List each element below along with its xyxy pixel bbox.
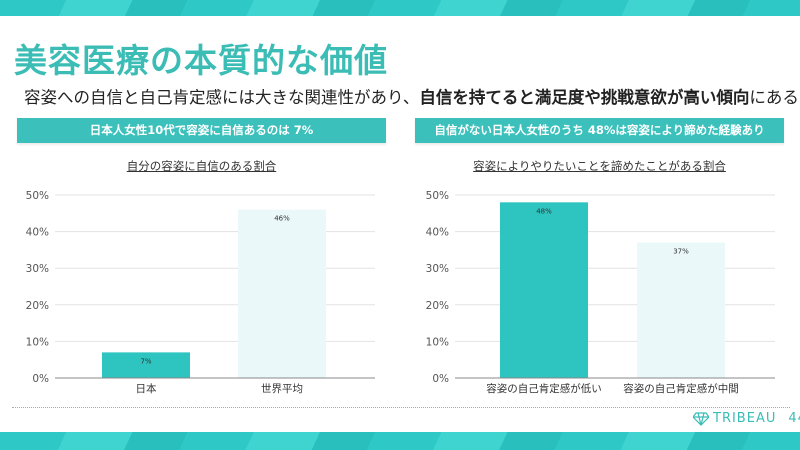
- page-title: 美容医療の本質的な価値: [14, 41, 388, 80]
- data-label: 48%: [536, 207, 552, 215]
- right-header: 自信がない日本人女性のうち 48%は容姿により諦めた経験あり: [415, 118, 784, 143]
- y-tick-label: 20%: [26, 300, 49, 312]
- subtitle-emphasis: 自信を持てると満足度や挑戦意欲が高い傾向: [419, 88, 750, 107]
- y-tick-label: 30%: [26, 263, 49, 275]
- subtitle-text-end: にある: [749, 88, 799, 107]
- x-tick-label: 容姿の自己肯定感が低い: [486, 382, 602, 395]
- y-tick-label: 10%: [426, 336, 449, 348]
- y-tick-label: 50%: [426, 190, 449, 202]
- right-chart-title: 容姿によりやりたいことを諦めたことがある割合: [473, 159, 726, 173]
- y-tick-label: 0%: [32, 373, 49, 385]
- y-tick-label: 0%: [432, 373, 449, 385]
- brand-name: TRIBEAU: [713, 411, 777, 426]
- y-tick-label: 40%: [426, 227, 449, 239]
- data-label: 46%: [274, 215, 290, 223]
- y-tick-label: 20%: [426, 300, 449, 312]
- subtitle-text: 容姿への自信と自己肯定感には大きな関連性があり、: [24, 88, 420, 107]
- left-chart-title: 自分の容姿に自信のある割合: [126, 159, 277, 173]
- x-tick-label: 世界平均: [261, 383, 303, 395]
- diamond-icon: [693, 411, 709, 426]
- x-tick-label: 日本: [136, 382, 157, 395]
- left-header: 日本人女性10代で容姿に自信あるのは 7%: [17, 118, 386, 143]
- bar: [637, 242, 725, 378]
- page-number: 44: [788, 411, 800, 426]
- x-tick-label: 容姿の自己肯定感が中間: [623, 382, 739, 395]
- y-tick-label: 10%: [26, 336, 49, 348]
- bar: [238, 209, 326, 378]
- y-tick-label: 40%: [26, 227, 49, 239]
- bottom-decor-band: [0, 432, 800, 450]
- y-tick-label: 50%: [26, 190, 49, 202]
- data-label: 7%: [140, 357, 151, 365]
- divider: [12, 407, 790, 408]
- brand-logo: TRIBEAU 44: [693, 411, 800, 426]
- top-decor-band: [0, 0, 800, 16]
- data-label: 37%: [673, 248, 689, 256]
- bar: [102, 352, 190, 378]
- y-tick-label: 30%: [426, 263, 449, 275]
- subtitle: 容姿への自信と自己肯定感には大きな関連性があり、自信を持てると満足度や挑戦意欲が…: [24, 84, 799, 108]
- bar: [500, 202, 588, 378]
